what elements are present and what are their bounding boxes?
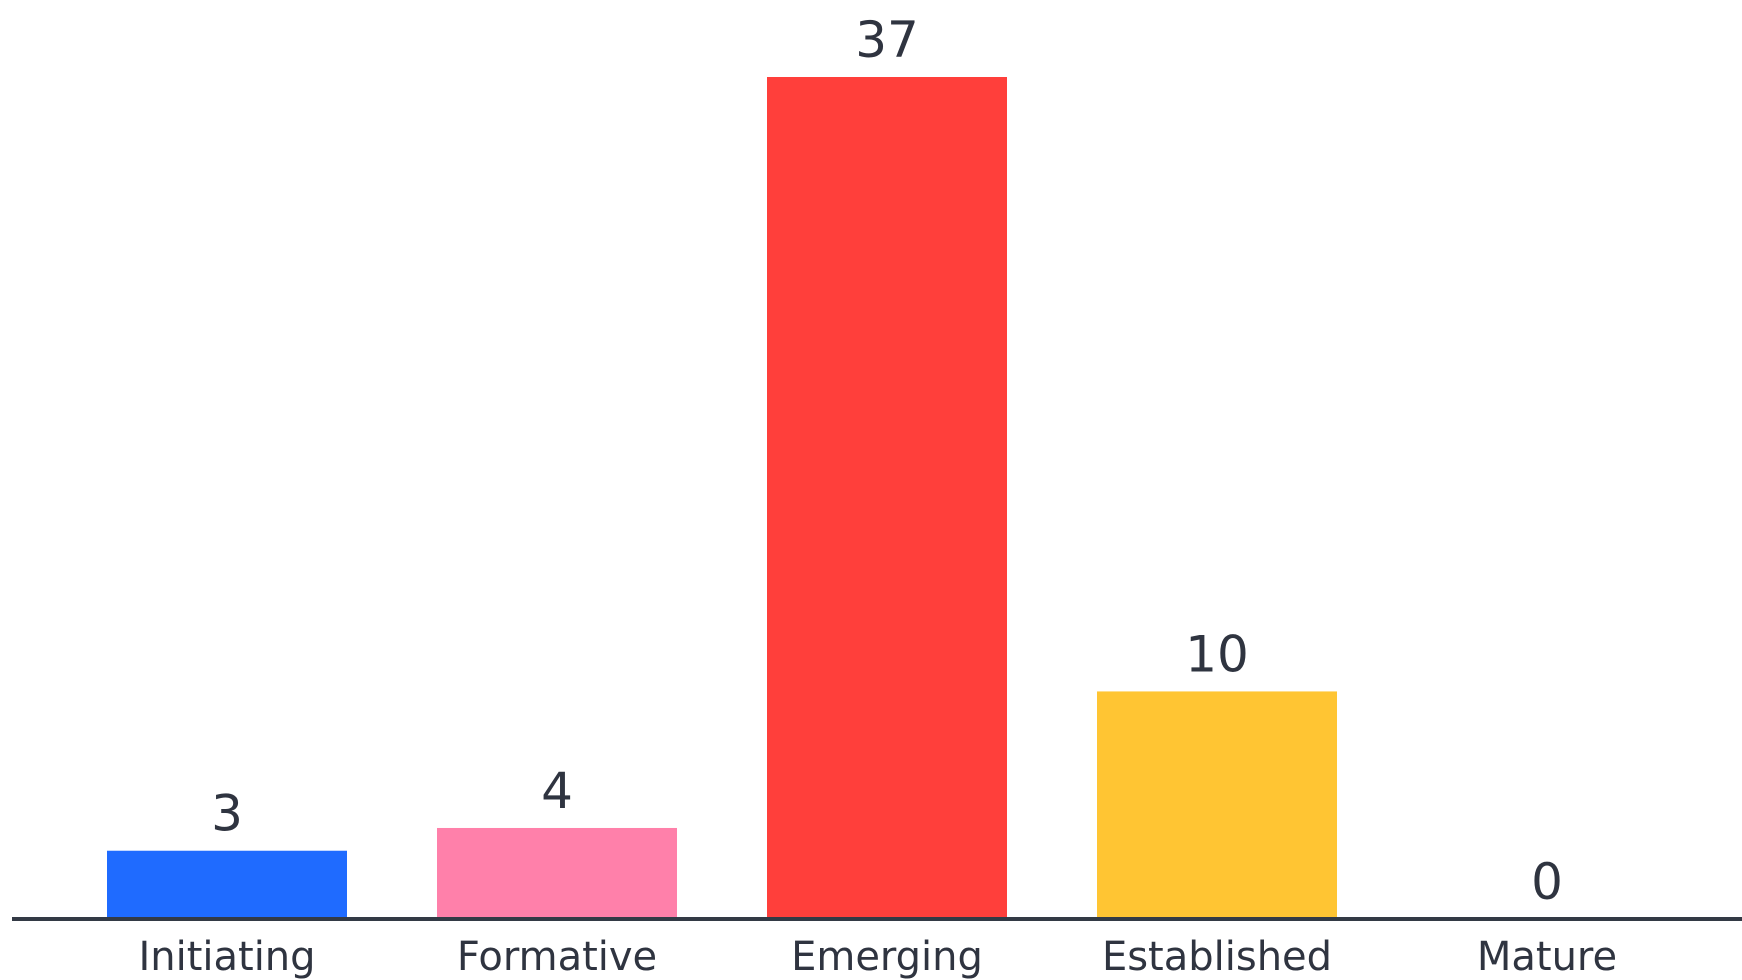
bar-established (1097, 691, 1337, 919)
category-label-formative: Formative (457, 934, 657, 980)
value-label-established: 10 (1185, 625, 1249, 683)
bar-emerging (767, 77, 1007, 919)
category-label-emerging: Emerging (791, 934, 983, 980)
bars-layer (107, 77, 1337, 919)
bar-formative (437, 827, 677, 919)
labels-layer: 3 Initiating 4 Formative 37 Emerging 10 Establi… (138, 11, 1617, 980)
category-label-initiating: Initiating (138, 934, 315, 980)
category-label-mature: Mature (1477, 934, 1617, 980)
category-label-established: Established (1102, 934, 1332, 980)
bar-initiating (107, 850, 347, 919)
value-label-formative: 4 (541, 762, 573, 820)
value-label-initiating: 3 (211, 785, 243, 843)
value-label-mature: 0 (1531, 853, 1563, 911)
value-label-emerging: 37 (855, 11, 919, 69)
